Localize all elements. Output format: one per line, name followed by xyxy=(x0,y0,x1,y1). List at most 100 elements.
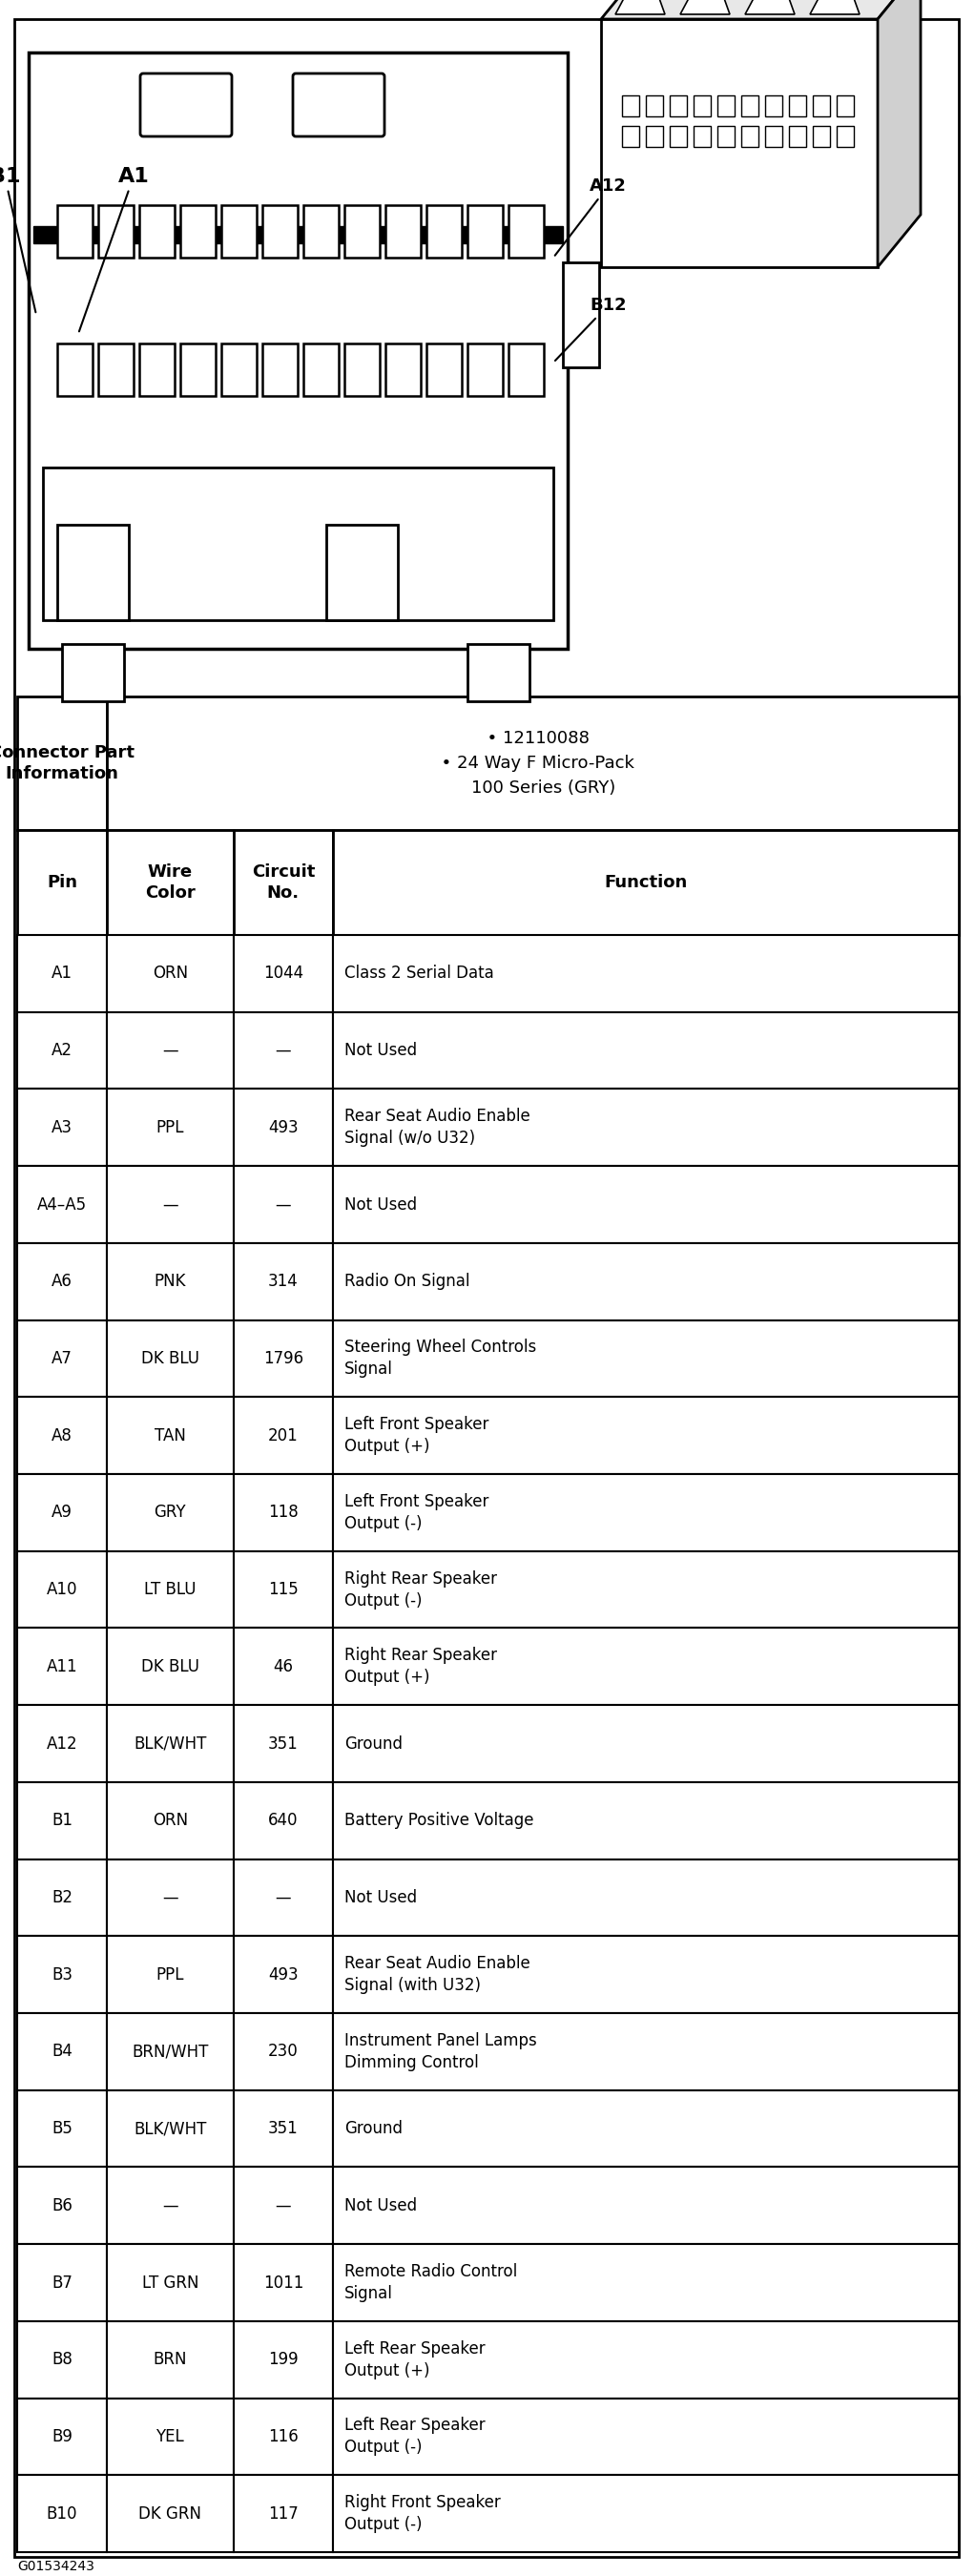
Text: 199: 199 xyxy=(268,2352,298,2367)
Bar xyxy=(262,343,297,397)
Text: B4: B4 xyxy=(52,2043,72,2061)
Bar xyxy=(332,1167,958,1244)
Bar xyxy=(18,1860,106,1937)
Text: DK GRN: DK GRN xyxy=(138,2504,202,2522)
Text: 117: 117 xyxy=(268,2504,298,2522)
Bar xyxy=(765,95,782,116)
Bar xyxy=(18,1396,106,1473)
Bar xyxy=(106,1628,234,1705)
Text: Left Rear Speaker
Output (+): Left Rear Speaker Output (+) xyxy=(344,2339,485,2380)
Bar xyxy=(106,2166,234,2244)
Bar xyxy=(18,1012,106,1090)
Text: Circuit
No.: Circuit No. xyxy=(252,863,315,902)
Bar xyxy=(43,466,554,621)
Text: —: — xyxy=(275,1195,292,1213)
Bar xyxy=(106,1551,234,1628)
Text: —: — xyxy=(275,1888,292,1906)
Text: —: — xyxy=(162,1888,178,1906)
Text: 118: 118 xyxy=(268,1504,298,1522)
Polygon shape xyxy=(681,0,730,15)
Text: DK BLU: DK BLU xyxy=(141,1350,199,1368)
Bar xyxy=(426,206,462,258)
Bar xyxy=(106,1319,234,1396)
Bar xyxy=(670,95,687,116)
Bar xyxy=(106,1090,234,1167)
Text: —: — xyxy=(275,2197,292,2215)
Text: B7: B7 xyxy=(52,2275,72,2290)
Text: Right Front Speaker
Output (-): Right Front Speaker Output (-) xyxy=(344,2494,500,2532)
Text: A11: A11 xyxy=(47,1659,77,1674)
Bar xyxy=(106,1860,234,1937)
Bar xyxy=(234,1783,332,1860)
Text: A7: A7 xyxy=(52,1350,72,1368)
Bar xyxy=(18,1167,106,1244)
Bar xyxy=(18,2398,106,2476)
Bar xyxy=(98,343,134,397)
Bar xyxy=(327,526,398,621)
Bar xyxy=(332,2321,958,2398)
Text: 351: 351 xyxy=(268,2120,298,2138)
Bar xyxy=(106,1705,234,1783)
Bar xyxy=(18,1551,106,1628)
Bar xyxy=(18,935,106,1012)
Bar xyxy=(18,2476,106,2553)
Text: Rear Seat Audio Enable
Signal (w/o U32): Rear Seat Audio Enable Signal (w/o U32) xyxy=(344,1108,529,1146)
Bar xyxy=(106,2476,234,2553)
Text: PPL: PPL xyxy=(156,1965,184,1984)
Text: BLK/WHT: BLK/WHT xyxy=(134,2120,207,2138)
Text: Left Rear Speaker
Output (-): Left Rear Speaker Output (-) xyxy=(344,2416,485,2455)
Polygon shape xyxy=(745,0,795,15)
Bar xyxy=(332,1244,958,1319)
Text: A1: A1 xyxy=(52,966,72,981)
Text: 351: 351 xyxy=(268,1736,298,1752)
Text: Wire
Color: Wire Color xyxy=(145,863,195,902)
Bar xyxy=(18,2321,106,2398)
Text: • 12110088
  • 24 Way F Micro-Pack
    100 Series (GRY): • 12110088 • 24 Way F Micro-Pack 100 Ser… xyxy=(431,729,635,796)
Bar xyxy=(234,1396,332,1473)
Bar xyxy=(18,1244,106,1319)
Text: Not Used: Not Used xyxy=(344,1041,416,1059)
Text: A8: A8 xyxy=(52,1427,72,1445)
Text: B1: B1 xyxy=(0,167,36,312)
Bar xyxy=(28,52,567,649)
Text: YEL: YEL xyxy=(156,2429,184,2445)
Text: BRN: BRN xyxy=(153,2352,187,2367)
Bar xyxy=(332,2398,958,2476)
Bar xyxy=(106,1937,234,2012)
Bar xyxy=(18,1319,106,1396)
Bar xyxy=(741,126,759,147)
Bar xyxy=(426,343,462,397)
Bar xyxy=(670,126,687,147)
Bar xyxy=(58,206,93,258)
Bar xyxy=(106,2244,234,2321)
Bar xyxy=(645,126,663,147)
Bar xyxy=(180,343,215,397)
Text: Right Rear Speaker
Output (+): Right Rear Speaker Output (+) xyxy=(344,1646,496,1687)
Bar xyxy=(622,126,640,147)
Text: A4–A5: A4–A5 xyxy=(37,1195,87,1213)
Bar xyxy=(234,1551,332,1628)
Text: B12: B12 xyxy=(555,296,626,361)
Bar xyxy=(234,1319,332,1396)
Text: PPL: PPL xyxy=(156,1118,184,1136)
Bar xyxy=(18,696,106,829)
Text: A9: A9 xyxy=(52,1504,72,1522)
Text: 314: 314 xyxy=(268,1273,298,1291)
Text: 640: 640 xyxy=(268,1811,298,1829)
Text: 201: 201 xyxy=(268,1427,298,1445)
Text: B5: B5 xyxy=(52,2120,72,2138)
Bar xyxy=(106,1473,234,1551)
Text: A3: A3 xyxy=(52,1118,72,1136)
Bar xyxy=(234,935,332,1012)
Bar xyxy=(58,526,129,621)
Bar xyxy=(106,2321,234,2398)
Text: ORN: ORN xyxy=(152,1811,188,1829)
FancyBboxPatch shape xyxy=(140,75,232,137)
Bar xyxy=(18,2166,106,2244)
Text: TAN: TAN xyxy=(154,1427,186,1445)
Bar xyxy=(139,343,175,397)
Bar xyxy=(234,1473,332,1551)
Bar xyxy=(303,343,338,397)
Bar xyxy=(344,206,379,258)
Bar xyxy=(563,263,599,368)
